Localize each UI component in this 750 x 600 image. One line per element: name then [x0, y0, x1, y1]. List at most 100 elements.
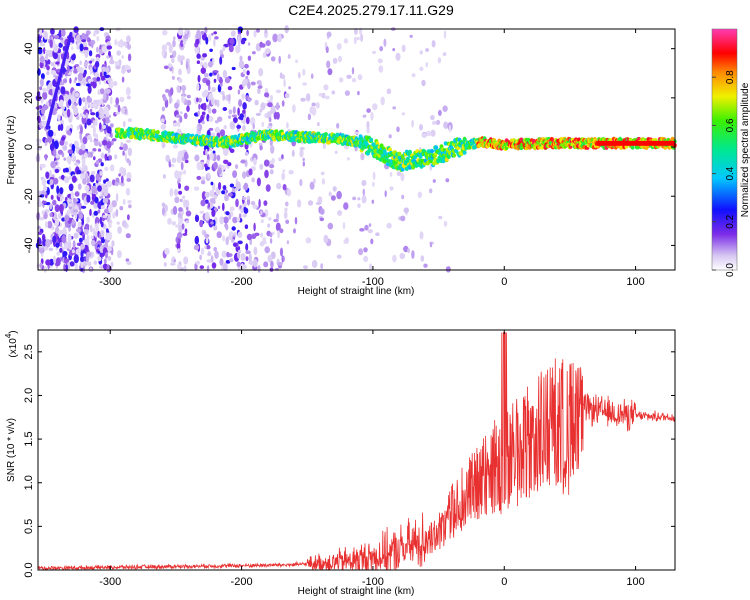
spectrogram-cell: [311, 107, 317, 116]
spectrogram-cell: [103, 106, 109, 115]
spectrogram-cell: [169, 96, 172, 104]
spectrogram-cell: [226, 251, 230, 258]
spectrogram-cells: [35, 25, 677, 274]
spectrogram-cell: [361, 195, 367, 204]
spectrogram-cell: [196, 125, 200, 130]
spectrogram-cell: [80, 261, 84, 269]
spectrogram-cell: [110, 123, 114, 128]
spectrogram-cell: [232, 242, 238, 247]
spectrogram-cell: [114, 181, 119, 187]
spectrogram-cell: [219, 258, 224, 266]
spectrogram-cell: [212, 150, 216, 155]
spectrogram-cell: [184, 228, 188, 235]
spectrogram-cell: [253, 258, 258, 268]
spectrogram-cell: [71, 46, 74, 51]
spectrogram-cell: [250, 166, 256, 171]
spectrogram-cell: [95, 173, 100, 181]
spectrogram-cell: [43, 185, 48, 192]
spectrogram-cell: [430, 148, 434, 154]
spectrogram-cell: [400, 172, 405, 182]
spectrogram-cell: [93, 99, 99, 104]
spectrogram-cell: [217, 205, 221, 210]
spectrogram-cell: [250, 81, 256, 86]
spectrogram-cell: [98, 106, 103, 114]
spectrogram-cell: [126, 178, 131, 182]
spectrogram-cell: [122, 150, 125, 156]
spectrogram-cell: [116, 50, 121, 56]
spectrogram-cell: [277, 33, 282, 43]
spectrogram-cell: [59, 139, 65, 146]
spectrogram-cell: [248, 168, 253, 176]
spectrogram-cell: [50, 194, 54, 200]
spectrogram-cell: [204, 245, 207, 250]
spectrogram-cell: [247, 55, 252, 61]
spectrogram-cell: [224, 194, 229, 202]
spectrogram-cell: [409, 34, 413, 38]
spectrogram-cell: [172, 144, 179, 149]
svg-text:(x104): (x104): [4, 330, 19, 357]
spectrogram-cell: [222, 185, 227, 191]
spectrogram-cell: [263, 159, 270, 167]
spectrogram-cell: [250, 201, 256, 206]
spectrogram-cell: [214, 250, 219, 259]
spectrogram-cell: [40, 78, 44, 87]
spectrogram-cell: [124, 152, 128, 162]
spectrogram-cell: [443, 30, 447, 39]
spectrogram-cell: [180, 161, 184, 171]
spectrogram-cell: [225, 236, 229, 246]
spectrogram-cell: [105, 228, 109, 233]
spectrogram-cell: [162, 30, 168, 36]
spectrogram-cell: [100, 221, 104, 228]
spectrogram-cell: [302, 161, 305, 167]
spectrogram-cell: [179, 198, 183, 203]
spectrogram-cell: [64, 243, 69, 250]
spectrogram-cell: [73, 254, 80, 264]
spectrogram-cell: [323, 234, 329, 244]
spectrogram-cell: [77, 72, 84, 82]
spectrogram-cell: [211, 262, 217, 269]
spectrogram-cell: [222, 93, 226, 101]
snr-x-ticks: -300 -200 -100 0 100: [99, 330, 645, 588]
spectrogram-cell: [41, 200, 47, 204]
spectrogram-cell: [221, 250, 227, 258]
spectrogram-cell: [76, 125, 80, 131]
snr-multiplier-close: ): [8, 330, 19, 333]
spectrogram-cell: [292, 104, 296, 113]
spectrogram-cell: [170, 87, 174, 96]
spectrogram-cell: [248, 253, 252, 263]
spectrogram-cell: [360, 33, 364, 42]
spectrogram-cell: [396, 171, 402, 177]
spectrogram-cell: [236, 217, 241, 223]
spectrogram-cell: [92, 32, 97, 37]
spectrogram-cell: [106, 45, 113, 50]
spectrogram-cell: [335, 132, 340, 138]
spectrogram-cell: [273, 111, 277, 120]
spectrogram-cell: [185, 28, 188, 35]
spectrogram-cell: [231, 188, 236, 193]
spectrogram-cell: [386, 88, 392, 95]
spectrogram-cell: [68, 175, 73, 180]
spectrogram-cell: [421, 79, 426, 87]
spectrogram-cell: [196, 175, 202, 180]
spectrogram-cell: [366, 127, 370, 134]
spectrogram-cell: [86, 177, 90, 184]
spectrogram-cell: [43, 31, 48, 40]
spectrogram-cell: [242, 196, 247, 201]
spectrogram-cell: [110, 261, 114, 268]
colorbar-tick-label: 0.6: [725, 118, 736, 132]
spectrogram-cell: [78, 237, 83, 243]
spectrogram-cell: [74, 77, 78, 81]
spectrogram-cell: [71, 153, 75, 161]
spectrogram-cell: [359, 228, 365, 232]
spectrogram-cell: [211, 32, 214, 36]
spectrogram-cell: [239, 113, 245, 121]
spectrogram-cell: [52, 199, 57, 206]
spectrogram-cell: [346, 74, 352, 79]
spectrogram-cell: [411, 73, 416, 78]
spectrogram-cell: [110, 96, 113, 105]
spectrogram-y-label: Frequency (Hz): [6, 116, 17, 185]
spectrogram-cell: [61, 136, 66, 141]
spectrogram-cell: [213, 70, 219, 74]
spectrogram-cell: [68, 33, 72, 39]
spectrogram-cell: [344, 90, 350, 96]
